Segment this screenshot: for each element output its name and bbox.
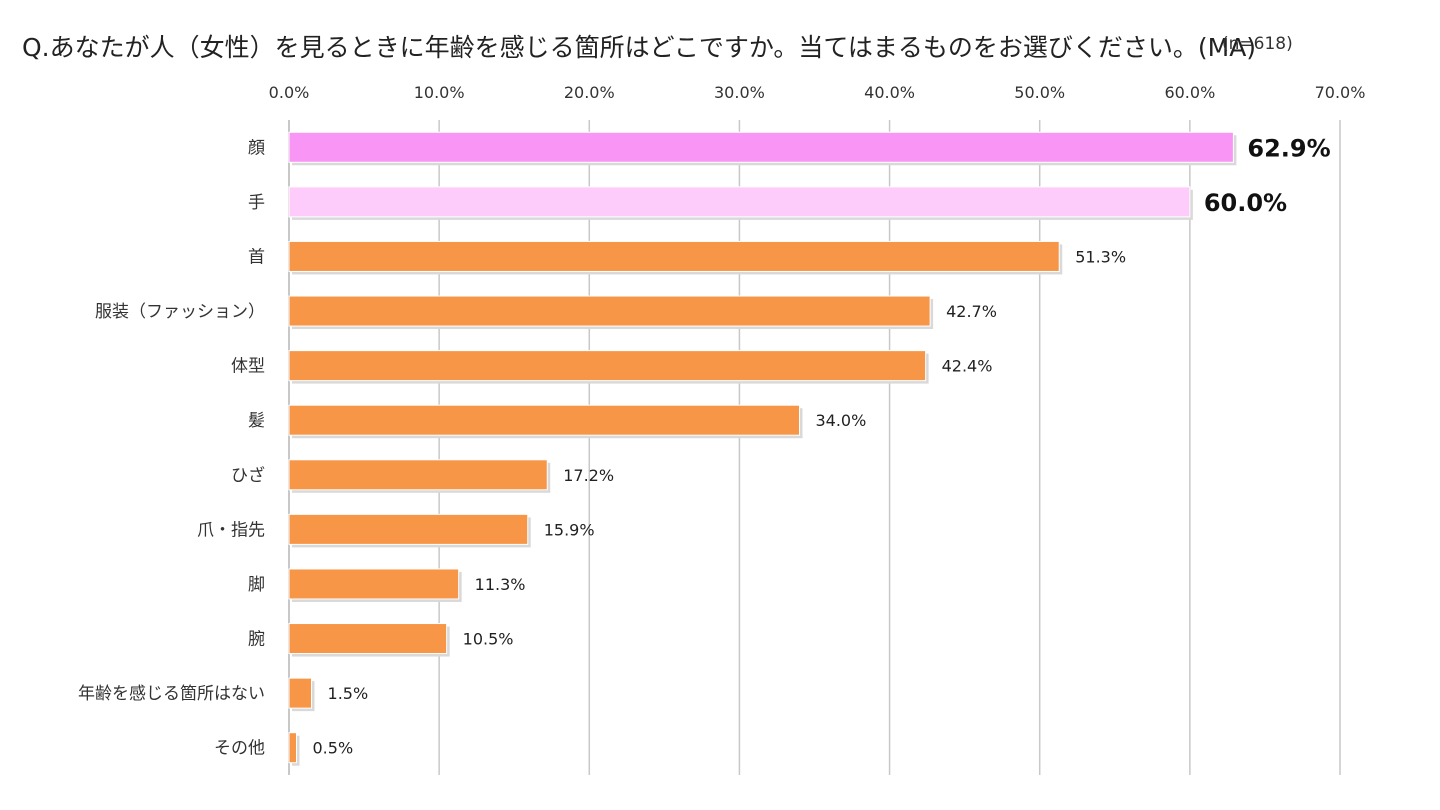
bar — [288, 513, 529, 545]
sample-size-note: (n=618) — [1222, 34, 1293, 54]
category-label: 服装（ファッション） — [95, 302, 265, 322]
bar — [288, 131, 1234, 163]
value-label: 51.3% — [1075, 247, 1126, 266]
x-tick-label: 60.0% — [1164, 83, 1215, 102]
value-label: 11.3% — [475, 575, 526, 594]
value-label: 34.0% — [815, 411, 866, 430]
value-label: 1.5% — [328, 684, 369, 703]
bar — [288, 677, 313, 709]
value-label: 17.2% — [563, 466, 614, 485]
category-label: 体型 — [231, 357, 265, 377]
bar — [288, 404, 800, 436]
category-label: 爪・指先 — [197, 520, 265, 540]
bar — [288, 459, 548, 491]
bar — [288, 186, 1191, 218]
value-label: 15.9% — [544, 520, 595, 539]
value-label: 0.5% — [313, 739, 354, 758]
category-label: 顔 — [248, 138, 265, 158]
category-label: 髪 — [248, 411, 265, 431]
bar — [288, 568, 460, 600]
bar — [288, 350, 927, 382]
value-label: 42.4% — [942, 357, 993, 376]
x-tick-label: 40.0% — [864, 83, 915, 102]
category-label: 手 — [248, 193, 265, 213]
value-label: 10.5% — [463, 630, 514, 649]
labels: 顔 62.9% 手 60.0% 首 51.3% 服装（ファッション） 42.7% 体型 42.4%… — [78, 134, 1331, 758]
bars — [288, 131, 1237, 766]
bar — [288, 240, 1060, 272]
x-tick-label: 10.0% — [414, 83, 465, 102]
x-axis-ticks: 0.0% 10.0% 20.0% 30.0% 40.0% 50.0% 60.0% 70.0% — [269, 83, 1366, 775]
x-tick-label: 0.0% — [269, 83, 310, 102]
value-label: 42.7% — [946, 302, 997, 321]
value-label: 62.9% — [1247, 134, 1330, 162]
category-label: 脚 — [248, 575, 265, 595]
chart-title: Q.あなたが人（女性）を見るときに年齢を感じる箇所はどこですか。当てはまるものを… — [22, 33, 1257, 62]
category-label: 年齢を感じる箇所はない — [78, 684, 265, 704]
category-label: ひざ — [231, 465, 265, 486]
category-label: 腕 — [248, 630, 265, 650]
x-tick-label: 20.0% — [564, 83, 615, 102]
category-label: その他 — [214, 739, 265, 759]
bar — [288, 623, 448, 655]
bar — [288, 295, 931, 327]
category-label: 首 — [248, 247, 265, 267]
x-tick-label: 70.0% — [1315, 83, 1366, 102]
x-tick-label: 30.0% — [714, 83, 765, 102]
bar — [288, 732, 298, 764]
x-tick-label: 50.0% — [1014, 83, 1065, 102]
value-label: 60.0% — [1204, 189, 1287, 217]
